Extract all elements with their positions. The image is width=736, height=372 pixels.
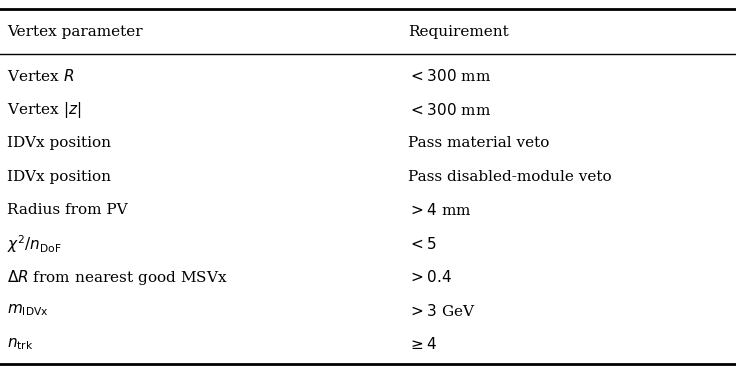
Text: $>0.4$: $>0.4$ [408, 269, 453, 285]
Text: $\chi^2/n_{\mathrm{DoF}}$: $\chi^2/n_{\mathrm{DoF}}$ [7, 233, 62, 254]
Text: Radius from PV: Radius from PV [7, 203, 128, 217]
Text: IDVx position: IDVx position [7, 170, 111, 184]
Text: $>3$ GeV: $>3$ GeV [408, 302, 476, 319]
Text: $<300$ mm: $<300$ mm [408, 68, 492, 84]
Text: $>4$ mm: $>4$ mm [408, 202, 473, 218]
Text: $\geq 4$: $\geq 4$ [408, 336, 438, 352]
Text: $<5$: $<5$ [408, 235, 437, 252]
Text: Vertex $|z|$: Vertex $|z|$ [7, 100, 82, 120]
Text: $m_{\mathrm{IDVx}}$: $m_{\mathrm{IDVx}}$ [7, 303, 49, 318]
Text: IDVx position: IDVx position [7, 136, 111, 150]
Text: Requirement: Requirement [408, 25, 509, 39]
Text: $<300$ mm: $<300$ mm [408, 102, 492, 118]
Text: $n_{\mathrm{trk}}$: $n_{\mathrm{trk}}$ [7, 336, 34, 352]
Text: Vertex $R$: Vertex $R$ [7, 68, 74, 84]
Text: Pass disabled-module veto: Pass disabled-module veto [408, 170, 612, 184]
Text: $\Delta R$ from nearest good MSVx: $\Delta R$ from nearest good MSVx [7, 267, 228, 287]
Text: Pass material veto: Pass material veto [408, 136, 550, 150]
Text: Vertex parameter: Vertex parameter [7, 25, 143, 39]
